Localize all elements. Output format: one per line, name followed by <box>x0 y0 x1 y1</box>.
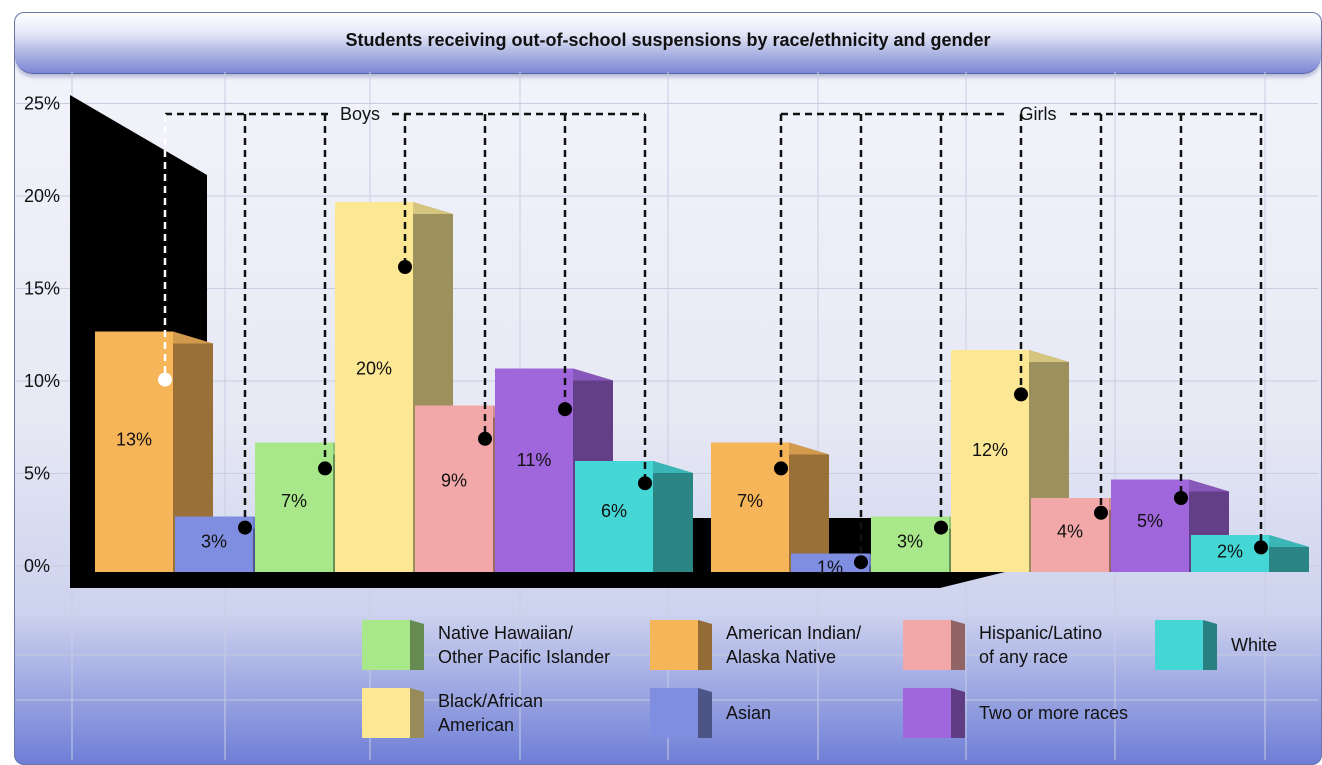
data-label: 2% <box>1217 542 1243 562</box>
bar: 7% <box>711 442 829 572</box>
legend-label: of any race <box>979 647 1068 667</box>
bar: 13% <box>95 331 213 572</box>
data-label: 4% <box>1057 521 1083 541</box>
bar-front <box>1191 535 1269 572</box>
bar-side <box>653 461 693 572</box>
legend-item: White <box>1155 620 1277 670</box>
legend-label: Alaska Native <box>726 647 836 667</box>
data-label: 7% <box>737 491 763 511</box>
data-label: 20% <box>356 359 392 379</box>
floor <box>70 572 1005 588</box>
callout-dot <box>638 476 652 491</box>
legend-item: Two or more races <box>903 688 1128 738</box>
data-label: 3% <box>897 531 923 551</box>
data-label: 13% <box>116 430 152 450</box>
data-label: 9% <box>441 470 467 490</box>
title-bar: Students receiving out-of-school suspens… <box>15 13 1321 74</box>
group-label: Boys <box>340 104 380 124</box>
callout-dot <box>774 461 788 476</box>
callout-dot <box>1174 491 1188 505</box>
bar-front <box>335 202 413 572</box>
callout-dot <box>934 520 948 535</box>
legend-label: Hispanic/Latino <box>979 623 1102 643</box>
legend-swatch-side <box>410 688 424 738</box>
grid <box>16 72 1318 760</box>
legend-label: American <box>438 715 514 735</box>
data-label: 1% <box>817 558 843 578</box>
bar-front <box>95 331 173 572</box>
legend-swatch <box>362 688 410 738</box>
legend-item: Native Hawaiian/Other Pacific Islander <box>362 620 610 670</box>
bar-front <box>415 405 493 572</box>
data-label: 5% <box>1137 511 1163 531</box>
data-label: 3% <box>201 531 227 551</box>
callout-boys: Boys <box>158 104 652 535</box>
bar-side <box>789 442 829 572</box>
legend-swatch <box>650 688 698 738</box>
bar-front <box>791 553 869 572</box>
data-label: 6% <box>601 501 627 521</box>
legend-swatch-side <box>410 620 424 670</box>
legend-item: Hispanic/Latino of any race <box>903 620 1102 670</box>
bar: 6% <box>575 461 693 572</box>
y-tick-label: 5% <box>24 464 50 484</box>
callout-dot <box>238 520 252 535</box>
data-label: 12% <box>972 440 1008 460</box>
legend-label: Other Pacific Islander <box>438 647 610 667</box>
callout-dot <box>1014 387 1028 402</box>
callout-dot <box>478 431 492 446</box>
group-label: Girls <box>1020 104 1057 124</box>
legend-label: American Indian/ <box>726 623 861 643</box>
bar-front <box>495 368 573 572</box>
y-tick-label: 25% <box>24 94 60 114</box>
legend-swatch <box>1155 620 1203 670</box>
legend-item: Black/African American <box>362 688 543 738</box>
y-tick-label: 10% <box>24 371 60 391</box>
bar-side <box>173 331 213 572</box>
legend-label: Two or more races <box>979 703 1128 723</box>
legend-swatch-side <box>951 688 965 738</box>
callout-dot <box>318 461 332 476</box>
legend-swatch-side <box>698 620 712 670</box>
legend-item: Asian <box>650 688 771 738</box>
legend-label: White <box>1231 635 1277 655</box>
legend-swatch <box>903 688 951 738</box>
legend-swatch-side <box>698 688 712 738</box>
callout-dot <box>158 372 172 387</box>
callout-dot <box>1254 540 1268 555</box>
legend-label: Black/African <box>438 691 543 711</box>
callout-dot <box>558 402 572 417</box>
y-tick-label: 20% <box>24 186 60 206</box>
data-label: 7% <box>281 491 307 511</box>
legend: Native Hawaiian/Other Pacific Islander Am… <box>362 620 1277 738</box>
legend-label: Asian <box>726 703 771 723</box>
bar-front <box>951 350 1029 572</box>
callout-girls: Girls <box>774 104 1268 570</box>
bar: 2% <box>1191 535 1309 572</box>
legend-swatch <box>650 620 698 670</box>
legend-swatch-side <box>951 620 965 670</box>
callout-dot <box>854 555 868 570</box>
callout-dot <box>398 260 412 274</box>
y-tick-label: 0% <box>24 556 50 576</box>
legend-swatch-side <box>1203 620 1217 670</box>
legend-item: American Indian/Alaska Native <box>650 620 861 670</box>
bar-group-boys: 13% 3% 7% 20% 9% 11% 6% <box>95 202 693 572</box>
callout-dot <box>1094 505 1108 520</box>
data-label: 11% <box>517 450 552 470</box>
legend-label: Native Hawaiian/ <box>438 623 573 643</box>
legend-swatch <box>362 620 410 670</box>
bar: 11% <box>495 368 613 572</box>
chart-title: Students receiving out-of-school suspens… <box>345 29 991 50</box>
y-tick-label: 15% <box>24 279 60 299</box>
legend-swatch <box>903 620 951 670</box>
bar-group-girls: 7% 1% 3% 12% 4% 5% 2% <box>711 350 1309 578</box>
